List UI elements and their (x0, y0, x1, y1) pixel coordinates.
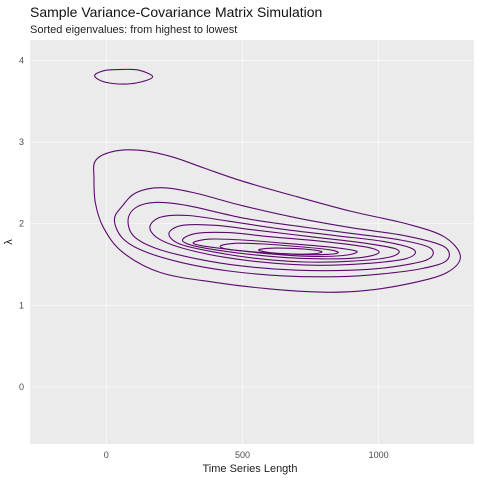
y-axis-ticks: 0 1 2 3 4 (19, 55, 24, 391)
contour-line (113, 187, 450, 278)
contour-line (219, 242, 339, 256)
contour-line (258, 247, 323, 255)
x-axis-ticks: 0 500 1000 (104, 450, 389, 460)
x-axis-label: Time Series Length (203, 463, 298, 475)
contour-line (127, 201, 434, 272)
contour-line (181, 231, 380, 260)
grid-lines (30, 40, 474, 444)
y-tick-label: 3 (19, 137, 24, 147)
contour-lines (93, 68, 461, 293)
x-tick-label: 500 (235, 450, 250, 460)
x-tick-label: 1000 (369, 450, 389, 460)
y-axis-label: λ (3, 239, 15, 245)
plot-panel (30, 40, 474, 444)
y-tick-label: 0 (19, 382, 24, 392)
x-tick-label: 0 (104, 450, 109, 460)
contour-line (168, 223, 400, 263)
contour-line (94, 68, 154, 85)
chart-title: Sample Variance-Covariance Matrix Simula… (30, 4, 323, 20)
contour-line (93, 149, 461, 293)
y-tick-label: 1 (19, 300, 24, 310)
chart-subtitle: Sorted eigenvalues: from highest to lowe… (30, 24, 238, 36)
contour-line (149, 214, 417, 266)
y-tick-label: 2 (19, 219, 24, 229)
y-tick-label: 4 (19, 55, 24, 65)
